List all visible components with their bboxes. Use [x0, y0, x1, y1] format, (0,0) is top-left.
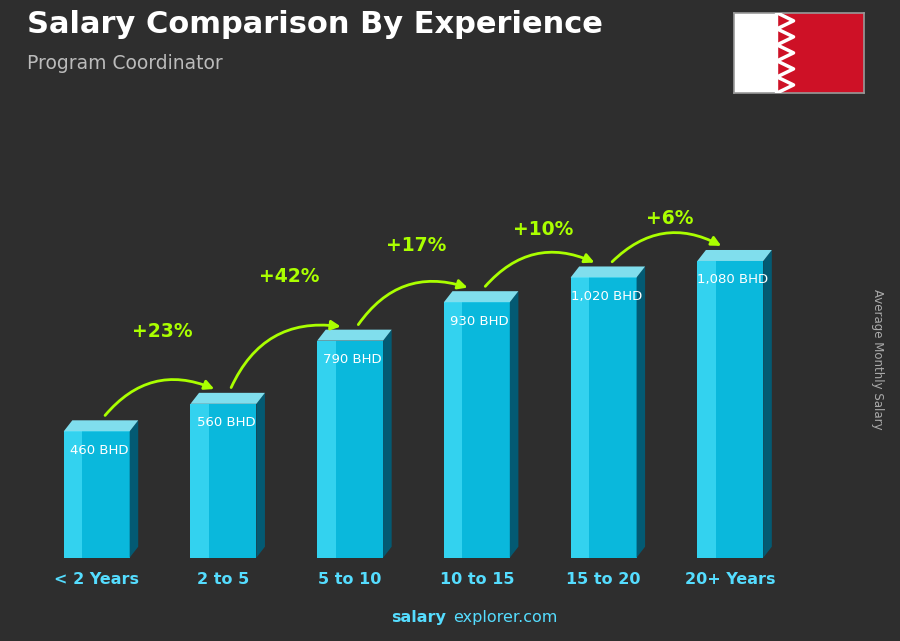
Polygon shape: [317, 329, 392, 340]
Text: Average Monthly Salary: Average Monthly Salary: [871, 288, 884, 429]
Text: explorer.com: explorer.com: [453, 610, 557, 625]
Text: 560 BHD: 560 BHD: [197, 416, 256, 429]
Text: +6%: +6%: [646, 209, 693, 228]
Text: +23%: +23%: [132, 322, 193, 340]
Polygon shape: [64, 420, 139, 431]
Polygon shape: [444, 291, 518, 302]
Text: 790 BHD: 790 BHD: [323, 353, 382, 366]
Bar: [734, 13, 777, 93]
Text: 1,020 BHD: 1,020 BHD: [571, 290, 642, 303]
Polygon shape: [130, 420, 139, 558]
Polygon shape: [571, 278, 590, 558]
Polygon shape: [444, 302, 463, 558]
Polygon shape: [383, 329, 392, 558]
Text: salary: salary: [392, 610, 446, 625]
Text: 930 BHD: 930 BHD: [450, 315, 508, 328]
Bar: [777, 13, 864, 93]
Polygon shape: [256, 393, 265, 558]
Text: +10%: +10%: [513, 220, 573, 239]
Text: 1,080 BHD: 1,080 BHD: [698, 273, 769, 287]
Polygon shape: [191, 404, 209, 558]
Polygon shape: [636, 267, 645, 558]
Polygon shape: [698, 250, 772, 261]
Polygon shape: [698, 261, 716, 558]
Polygon shape: [317, 340, 383, 558]
Polygon shape: [571, 278, 636, 558]
Text: +42%: +42%: [259, 267, 320, 286]
Polygon shape: [698, 261, 763, 558]
Polygon shape: [571, 267, 645, 278]
Polygon shape: [64, 431, 82, 558]
Polygon shape: [763, 250, 772, 558]
Text: Salary Comparison By Experience: Salary Comparison By Experience: [27, 10, 603, 38]
Text: 460 BHD: 460 BHD: [70, 444, 129, 456]
Polygon shape: [444, 302, 509, 558]
Polygon shape: [509, 291, 518, 558]
Text: +17%: +17%: [386, 237, 446, 256]
Polygon shape: [64, 431, 130, 558]
Polygon shape: [317, 340, 336, 558]
Polygon shape: [191, 393, 265, 404]
Text: Program Coordinator: Program Coordinator: [27, 54, 223, 74]
Polygon shape: [191, 404, 256, 558]
